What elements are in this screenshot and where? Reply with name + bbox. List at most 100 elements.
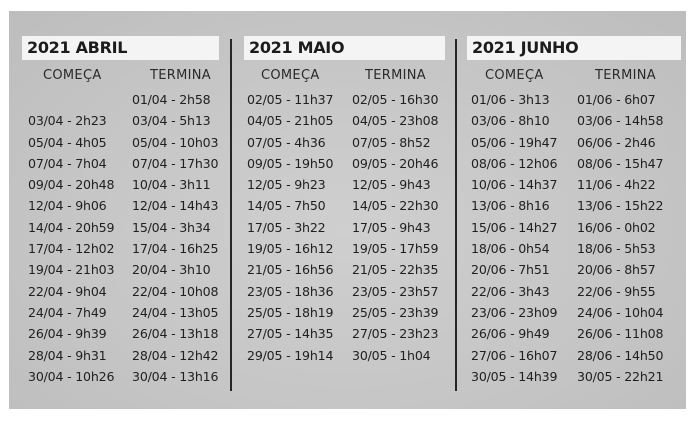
schedule-row: 12/05 - 9h23 12/05 - 9h43 bbox=[244, 174, 445, 195]
header-end: TERMINA bbox=[365, 68, 426, 83]
schedule-panel: 2021 ABRIL COMEÇA TERMINA 01/04 - 2h58 03/04… bbox=[9, 11, 686, 409]
schedule-row: 27/05 - 14h35 27/05 - 23h23 bbox=[244, 323, 445, 344]
start-time: 14/05 - 7h50 bbox=[247, 198, 326, 214]
end-time: 14/05 - 22h30 bbox=[352, 198, 439, 214]
header-start: COMEÇA bbox=[261, 68, 320, 83]
schedule-row: 14/05 - 7h50 14/05 - 22h30 bbox=[244, 195, 445, 216]
start-time: 09/04 - 20h48 bbox=[28, 177, 115, 193]
start-time: 22/04 - 9h04 bbox=[28, 283, 107, 299]
schedule-row: 03/04 - 2h23 03/04 - 5h13 bbox=[22, 110, 219, 131]
start-time: 29/05 - 19h14 bbox=[247, 347, 334, 363]
schedule-row: 15/06 - 14h27 16/06 - 0h02 bbox=[467, 217, 681, 238]
schedule-row: 22/06 - 3h43 22/06 - 9h55 bbox=[467, 281, 681, 302]
schedule-row: 21/05 - 16h56 21/05 - 22h35 bbox=[244, 259, 445, 280]
start-time: 14/04 - 20h59 bbox=[28, 219, 115, 235]
end-time: 30/05 - 1h04 bbox=[352, 347, 431, 363]
start-time: 01/06 - 3h13 bbox=[471, 92, 550, 107]
schedule-row: 03/06 - 8h10 03/06 - 14h58 bbox=[467, 110, 681, 131]
schedule-row: 12/04 - 9h06 12/04 - 14h43 bbox=[22, 195, 219, 216]
end-time: 26/06 - 11h08 bbox=[577, 326, 664, 342]
end-time: 28/04 - 12h42 bbox=[132, 347, 219, 363]
start-time: 18/06 - 0h54 bbox=[471, 241, 550, 257]
end-time: 12/04 - 14h43 bbox=[132, 198, 219, 214]
end-time: 02/05 - 16h30 bbox=[352, 92, 439, 107]
end-time: 05/04 - 10h03 bbox=[132, 134, 219, 150]
schedule-row: 29/05 - 19h14 30/05 - 1h04 bbox=[244, 345, 445, 366]
schedule-rows: 01/04 - 2h58 03/04 - 2h23 03/04 - 5h13 05/0… bbox=[22, 89, 219, 387]
end-time: 01/04 - 2h58 bbox=[132, 92, 211, 107]
end-time: 15/04 - 3h34 bbox=[132, 219, 211, 235]
start-time: 13/06 - 8h16 bbox=[471, 198, 550, 214]
start-time: 19/04 - 21h03 bbox=[28, 262, 115, 278]
month-title: 2021 MAIO bbox=[244, 36, 445, 60]
column-divider bbox=[455, 39, 457, 391]
start-time: 20/06 - 7h51 bbox=[471, 262, 550, 278]
end-time: 25/05 - 23h39 bbox=[352, 304, 439, 320]
start-time: 05/06 - 19h47 bbox=[471, 134, 558, 150]
schedule-row: 25/05 - 18h19 25/05 - 23h39 bbox=[244, 302, 445, 323]
schedule-row: 26/06 - 9h49 26/06 - 11h08 bbox=[467, 323, 681, 344]
schedule-row: 02/05 - 11h37 02/05 - 16h30 bbox=[244, 89, 445, 110]
schedule-row: 27/06 - 16h07 28/06 - 14h50 bbox=[467, 345, 681, 366]
end-time: 26/04 - 13h18 bbox=[132, 326, 219, 342]
start-time: 17/04 - 12h02 bbox=[28, 241, 115, 257]
month-column-april: 2021 ABRIL COMEÇA TERMINA 01/04 - 2h58 03/04… bbox=[22, 36, 219, 387]
start-time: 08/06 - 12h06 bbox=[471, 155, 558, 171]
start-time: 05/04 - 4h05 bbox=[28, 134, 107, 150]
month-title: 2021 JUNHO bbox=[467, 36, 681, 60]
schedule-row: 24/04 - 7h49 24/04 - 13h05 bbox=[22, 302, 219, 323]
start-time: 27/05 - 14h35 bbox=[247, 326, 334, 342]
schedule-row: 26/04 - 9h39 26/04 - 13h18 bbox=[22, 323, 219, 344]
header-end: TERMINA bbox=[595, 68, 656, 83]
start-time: 17/05 - 3h22 bbox=[247, 219, 326, 235]
column-headers: COMEÇA TERMINA bbox=[244, 63, 445, 89]
start-time: 30/05 - 14h39 bbox=[471, 368, 558, 384]
schedule-row: 01/06 - 3h13 01/06 - 6h07 bbox=[467, 89, 681, 110]
start-time: 07/05 - 4h36 bbox=[247, 134, 326, 150]
end-time: 22/06 - 9h55 bbox=[577, 283, 656, 299]
month-column-june: 2021 JUNHO COMEÇA TERMINA 01/06 - 3h13 01/06… bbox=[467, 36, 681, 387]
schedule-row: 09/05 - 19h50 09/05 - 20h46 bbox=[244, 153, 445, 174]
schedule-row: 20/06 - 7h51 20/06 - 8h57 bbox=[467, 259, 681, 280]
end-time: 12/05 - 9h43 bbox=[352, 177, 431, 193]
end-time: 23/05 - 23h57 bbox=[352, 283, 439, 299]
month-column-may: 2021 MAIO COMEÇA TERMINA 02/05 - 11h37 02/05… bbox=[244, 36, 445, 366]
schedule-row: 07/05 - 4h36 07/05 - 8h52 bbox=[244, 132, 445, 153]
start-time: 21/05 - 16h56 bbox=[247, 262, 334, 278]
start-time: 30/04 - 10h26 bbox=[28, 368, 115, 384]
start-time: 19/05 - 16h12 bbox=[247, 241, 334, 257]
start-time: 15/06 - 14h27 bbox=[471, 219, 558, 235]
end-time: 10/04 - 3h11 bbox=[132, 177, 211, 193]
column-headers: COMEÇA TERMINA bbox=[22, 63, 219, 89]
end-time: 16/06 - 0h02 bbox=[577, 219, 656, 235]
column-headers: COMEÇA TERMINA bbox=[467, 63, 681, 89]
schedule-row: 30/04 - 10h26 30/04 - 13h16 bbox=[22, 366, 219, 387]
month-title: 2021 ABRIL bbox=[22, 36, 219, 60]
end-time: 24/06 - 10h04 bbox=[577, 304, 664, 320]
schedule-rows: 01/06 - 3h13 01/06 - 6h07 03/06 - 8h10 03/0… bbox=[467, 89, 681, 387]
start-time: 26/04 - 9h39 bbox=[28, 326, 107, 342]
end-time: 21/05 - 22h35 bbox=[352, 262, 439, 278]
schedule-row: 17/05 - 3h22 17/05 - 9h43 bbox=[244, 217, 445, 238]
end-time: 01/06 - 6h07 bbox=[577, 92, 656, 107]
start-time: 28/04 - 9h31 bbox=[28, 347, 107, 363]
start-time: 09/05 - 19h50 bbox=[247, 155, 334, 171]
schedule-row: 30/05 - 14h39 30/05 - 22h21 bbox=[467, 366, 681, 387]
schedule-row: 04/05 - 21h05 04/05 - 23h08 bbox=[244, 110, 445, 131]
end-time: 20/06 - 8h57 bbox=[577, 262, 656, 278]
end-time: 17/04 - 16h25 bbox=[132, 241, 219, 257]
schedule-row: 23/05 - 18h36 23/05 - 23h57 bbox=[244, 281, 445, 302]
start-time: 22/06 - 3h43 bbox=[471, 283, 550, 299]
schedule-row: 08/06 - 12h06 08/06 - 15h47 bbox=[467, 153, 681, 174]
end-time: 07/04 - 17h30 bbox=[132, 155, 219, 171]
end-time: 28/06 - 14h50 bbox=[577, 347, 664, 363]
schedule-row: 23/06 - 23h09 24/06 - 10h04 bbox=[467, 302, 681, 323]
header-start: COMEÇA bbox=[43, 68, 102, 83]
end-time: 20/04 - 3h10 bbox=[132, 262, 211, 278]
start-time: 23/06 - 23h09 bbox=[471, 304, 558, 320]
schedule-rows: 02/05 - 11h37 02/05 - 16h30 04/05 - 21h05 0… bbox=[244, 89, 445, 366]
schedule-row: 19/05 - 16h12 19/05 - 17h59 bbox=[244, 238, 445, 259]
schedule-row: 14/04 - 20h59 15/04 - 3h34 bbox=[22, 217, 219, 238]
end-time: 27/05 - 23h23 bbox=[352, 326, 439, 342]
column-divider bbox=[230, 39, 232, 391]
